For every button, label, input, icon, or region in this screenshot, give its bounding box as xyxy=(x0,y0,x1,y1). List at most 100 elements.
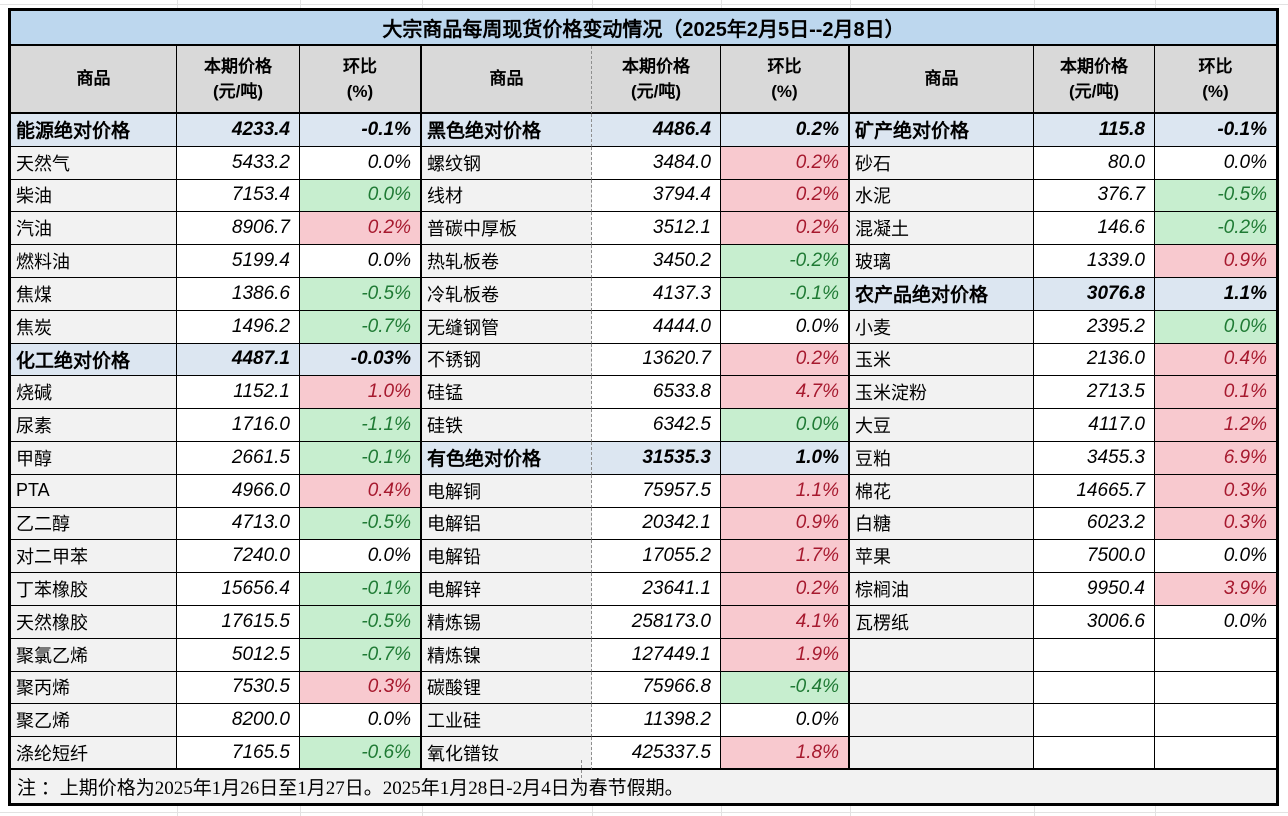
cell-change[interactable]: 0.9% xyxy=(1155,245,1276,278)
cell-commodity[interactable]: 线材 xyxy=(422,179,592,213)
cell-price[interactable]: 7153.4 xyxy=(177,179,300,213)
cell-price[interactable]: 14665.7 xyxy=(1034,474,1155,508)
cell-change[interactable]: 0.2% xyxy=(721,114,850,147)
cell-price[interactable]: 425337.5 xyxy=(592,737,721,770)
cell-commodity[interactable]: 能源绝对价格 xyxy=(11,114,177,147)
cell-price[interactable]: 6342.5 xyxy=(592,409,721,442)
cell-commodity[interactable]: 有色绝对价格 xyxy=(422,441,592,475)
cell-commodity[interactable]: 聚氯乙烯 xyxy=(11,638,177,672)
cell-commodity[interactable]: 天然气 xyxy=(11,146,177,180)
cell-change[interactable]: 1.9% xyxy=(721,638,850,672)
cell-commodity[interactable]: 白糖 xyxy=(850,507,1034,541)
cell-change[interactable]: -0.2% xyxy=(721,245,850,278)
cell-change[interactable]: 1.8% xyxy=(721,737,850,770)
cell-change[interactable]: 4.7% xyxy=(721,376,850,410)
cell-commodity[interactable]: 焦煤 xyxy=(11,277,177,311)
cell-price[interactable]: 8200.0 xyxy=(177,704,300,738)
cell-change[interactable]: 1.0% xyxy=(721,441,850,475)
cell-change[interactable]: -0.5% xyxy=(1155,179,1276,213)
cell-commodity[interactable]: 大豆 xyxy=(850,409,1034,442)
cell-change[interactable]: 1.0% xyxy=(300,376,422,410)
header-price[interactable]: 本期价格 (元/吨) xyxy=(1034,46,1155,114)
cell-change[interactable]: 0.0% xyxy=(300,704,422,738)
cell-commodity[interactable]: 棉花 xyxy=(850,474,1034,508)
cell-price[interactable]: 258173.0 xyxy=(592,605,721,639)
cell-price[interactable]: 5433.2 xyxy=(177,146,300,180)
cell-change[interactable]: -0.5% xyxy=(300,605,422,639)
cell-change[interactable]: 0.0% xyxy=(721,704,850,738)
header-commodity[interactable]: 商品 xyxy=(11,46,177,114)
cell-change[interactable]: 1.7% xyxy=(721,540,850,574)
cell-commodity[interactable]: 聚乙烯 xyxy=(11,704,177,738)
cell-change[interactable] xyxy=(1155,671,1276,705)
cell-price[interactable]: 3006.6 xyxy=(1034,605,1155,639)
cell-commodity[interactable]: 聚丙烯 xyxy=(11,671,177,705)
cell-change[interactable]: 0.0% xyxy=(300,146,422,180)
cell-commodity[interactable]: 烧碱 xyxy=(11,376,177,410)
cell-price[interactable]: 1716.0 xyxy=(177,409,300,442)
cell-change[interactable]: 0.3% xyxy=(1155,474,1276,508)
cell-price[interactable]: 9950.4 xyxy=(1034,573,1155,606)
cell-commodity[interactable]: 水泥 xyxy=(850,179,1034,213)
cell-price[interactable]: 2713.5 xyxy=(1034,376,1155,410)
cell-commodity[interactable]: 电解铜 xyxy=(422,474,592,508)
cell-change[interactable]: -0.6% xyxy=(300,737,422,770)
cell-commodity[interactable]: 尿素 xyxy=(11,409,177,442)
cell-price[interactable]: 17055.2 xyxy=(592,540,721,574)
cell-change[interactable]: -0.7% xyxy=(300,638,422,672)
cell-change[interactable]: -0.7% xyxy=(300,310,422,344)
cell-commodity[interactable]: 农产品绝对价格 xyxy=(850,277,1034,311)
header-change[interactable]: 环比 (%) xyxy=(300,46,422,114)
cell-price[interactable]: 3512.1 xyxy=(592,212,721,246)
cell-commodity[interactable]: 冷轧板卷 xyxy=(422,277,592,311)
cell-commodity[interactable]: 甲醇 xyxy=(11,441,177,475)
cell-change[interactable]: 0.2% xyxy=(721,573,850,606)
cell-change[interactable]: -0.5% xyxy=(300,277,422,311)
cell-commodity[interactable]: 硅锰 xyxy=(422,376,592,410)
cell-change[interactable]: -0.1% xyxy=(300,441,422,475)
cell-price[interactable]: 7530.5 xyxy=(177,671,300,705)
cell-commodity[interactable]: 化工绝对价格 xyxy=(11,343,177,377)
cell-price[interactable]: 17615.5 xyxy=(177,605,300,639)
cell-commodity[interactable]: 精炼镍 xyxy=(422,638,592,672)
cell-change[interactable]: 0.0% xyxy=(1155,605,1276,639)
cell-change[interactable]: 0.3% xyxy=(1155,507,1276,541)
cell-price[interactable]: 3450.2 xyxy=(592,245,721,278)
cell-commodity[interactable]: 工业硅 xyxy=(422,704,592,738)
cell-price[interactable]: 6023.2 xyxy=(1034,507,1155,541)
cell-commodity[interactable] xyxy=(850,737,1034,770)
cell-price[interactable]: 20342.1 xyxy=(592,507,721,541)
cell-change[interactable]: 0.0% xyxy=(1155,146,1276,180)
cell-price[interactable]: 1386.6 xyxy=(177,277,300,311)
cell-commodity[interactable]: 丁苯橡胶 xyxy=(11,573,177,606)
cell-change[interactable]: 0.2% xyxy=(721,146,850,180)
cell-price[interactable]: 3484.0 xyxy=(592,146,721,180)
cell-commodity[interactable]: 涤纶短纤 xyxy=(11,737,177,770)
cell-price[interactable]: 4444.0 xyxy=(592,310,721,344)
cell-commodity[interactable]: 不锈钢 xyxy=(422,343,592,377)
cell-change[interactable]: 6.9% xyxy=(1155,441,1276,475)
cell-price[interactable]: 7500.0 xyxy=(1034,540,1155,574)
cell-price[interactable]: 4117.0 xyxy=(1034,409,1155,442)
cell-commodity[interactable]: PTA xyxy=(11,474,177,508)
cell-price[interactable]: 4487.1 xyxy=(177,343,300,377)
cell-change[interactable]: 0.2% xyxy=(721,343,850,377)
cell-price[interactable]: 8906.7 xyxy=(177,212,300,246)
cell-price[interactable]: 23641.1 xyxy=(592,573,721,606)
cell-change[interactable]: -0.1% xyxy=(300,114,422,147)
cell-commodity[interactable]: 砂石 xyxy=(850,146,1034,180)
cell-commodity[interactable]: 玉米 xyxy=(850,343,1034,377)
header-change[interactable]: 环比 (%) xyxy=(721,46,850,114)
cell-change[interactable]: 0.3% xyxy=(300,671,422,705)
cell-price[interactable]: 75957.5 xyxy=(592,474,721,508)
cell-commodity[interactable]: 碳酸锂 xyxy=(422,671,592,705)
cell-commodity[interactable]: 乙二醇 xyxy=(11,507,177,541)
cell-commodity[interactable]: 电解铝 xyxy=(422,507,592,541)
cell-change[interactable]: 4.1% xyxy=(721,605,850,639)
cell-change[interactable]: 0.0% xyxy=(300,540,422,574)
cell-change[interactable]: 0.0% xyxy=(1155,540,1276,574)
cell-commodity[interactable]: 小麦 xyxy=(850,310,1034,344)
cell-change[interactable]: 0.1% xyxy=(1155,376,1276,410)
cell-commodity[interactable]: 燃料油 xyxy=(11,245,177,278)
cell-change[interactable]: 0.0% xyxy=(1155,310,1276,344)
